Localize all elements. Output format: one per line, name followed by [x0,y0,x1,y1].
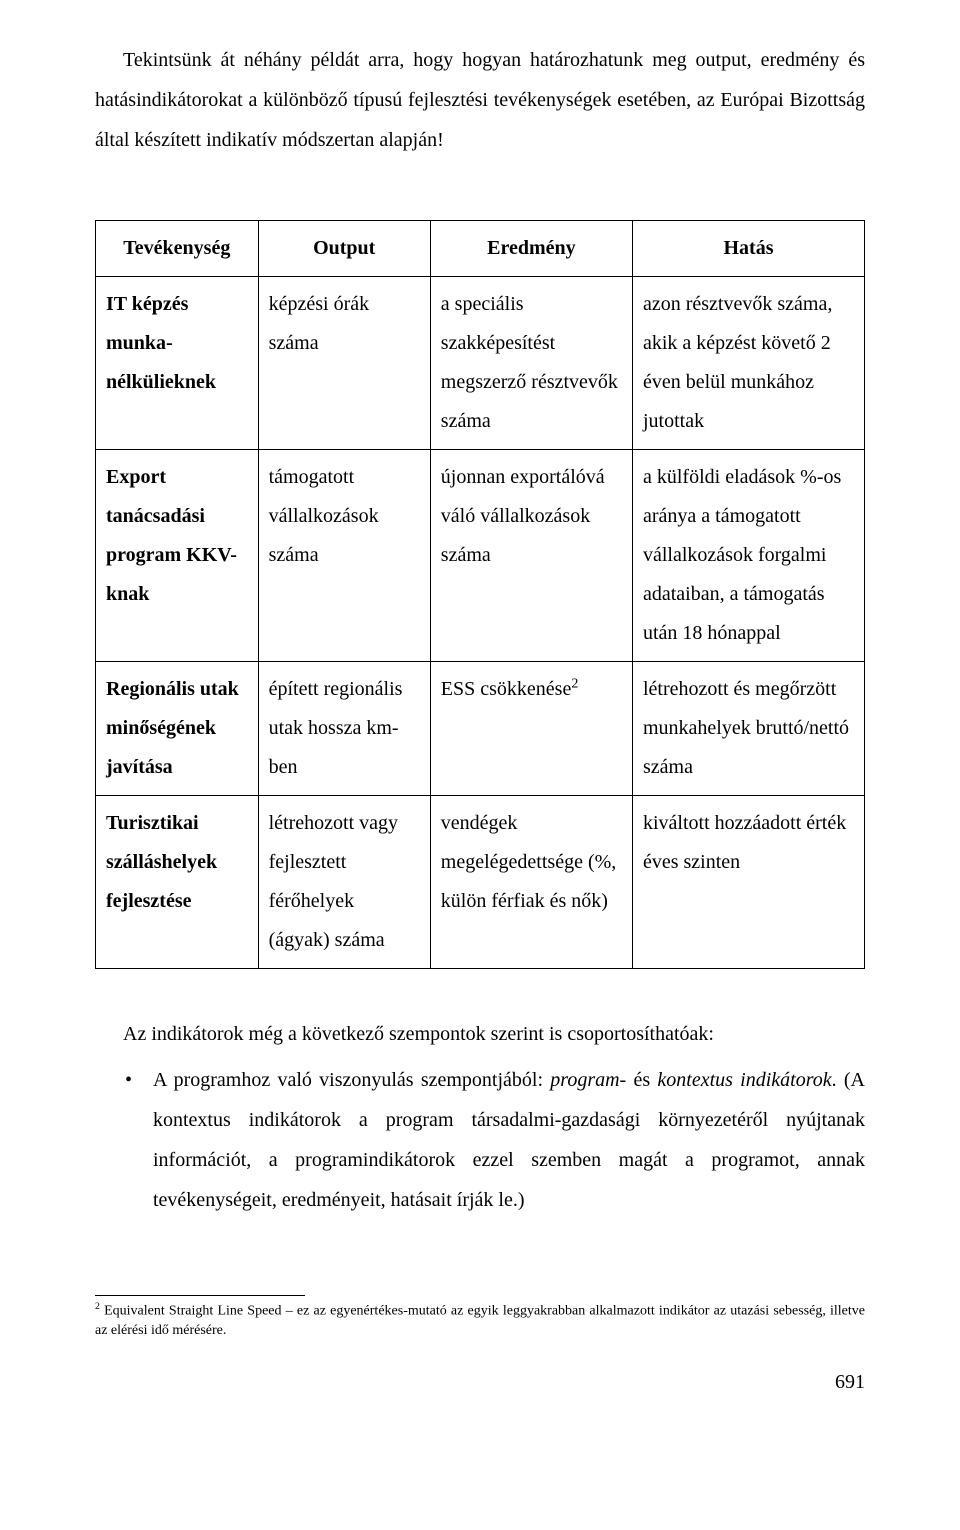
table-cell: IT képzés munka-nélkülieknek [96,277,259,450]
table-cell: Turisztikai szálláshelyek fejlesztése [96,796,259,969]
table-cell: vendégek megelégedettsége (%, külön férf… [430,796,632,969]
table-header: Tevékenység [96,221,259,277]
table-cell: kiváltott hozzáadott érték éves szinten [632,796,864,969]
table-cell: épített regionális utak hossza km-ben [258,662,430,796]
table-cell: újonnan exportálóvá váló vállalkozások s… [430,450,632,662]
table-row: Turisztikai szálláshelyek fejlesztéselét… [96,796,865,969]
list-item: A programhoz való viszonyulás szempontjá… [153,1060,865,1220]
table-header: Output [258,221,430,277]
table-cell: Export tanácsadási program KKV-knak [96,450,259,662]
page-number: 691 [95,1362,865,1402]
table-row: Regionális utak minőségének javításaépít… [96,662,865,796]
table-header: Eredmény [430,221,632,277]
table-header: Hatás [632,221,864,277]
table-cell: képzési órák száma [258,277,430,450]
table-cell: létrehozott vagy fejlesztett férőhelyek … [258,796,430,969]
table-cell: a külföldi eladások %-os aránya a támoga… [632,450,864,662]
table-cell: ESS csökkenése2 [430,662,632,796]
footnote: 2 Equivalent Straight Line Speed – ez az… [95,1300,865,1340]
indicators-table: Tevékenység Output Eredmény Hatás IT kép… [95,220,865,969]
intro-paragraph: Tekintsünk át néhány példát arra, hogy h… [95,40,865,160]
table-cell: létrehozott és megőrzött munkahelyek bru… [632,662,864,796]
table-row: IT képzés munka-nélkülieknekképzési órák… [96,277,865,450]
footnote-separator [95,1295,305,1296]
table-cell: azon résztvevők száma, akik a képzést kö… [632,277,864,450]
table-body: IT képzés munka-nélkülieknekképzési órák… [96,277,865,969]
table-row: Export tanácsadási program KKV-knaktámog… [96,450,865,662]
table-cell: Regionális utak minőségének javítása [96,662,259,796]
after-paragraph: Az indikátorok még a következő szemponto… [95,1014,865,1054]
table-cell: támogatott vállalkozások száma [258,450,430,662]
table-cell: a speciális szakképesítést megszerző rés… [430,277,632,450]
bullet-list: A programhoz való viszonyulás szempontjá… [95,1060,865,1220]
